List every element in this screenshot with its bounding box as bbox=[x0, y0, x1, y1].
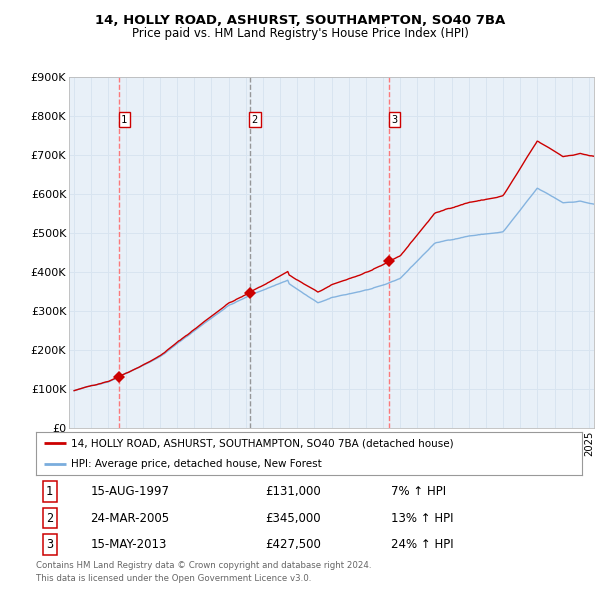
Text: 1: 1 bbox=[121, 114, 127, 124]
Text: 1: 1 bbox=[46, 485, 53, 498]
Text: 2: 2 bbox=[46, 512, 53, 525]
Text: 15-MAY-2013: 15-MAY-2013 bbox=[91, 538, 167, 551]
Text: 3: 3 bbox=[391, 114, 398, 124]
Text: 2: 2 bbox=[251, 114, 258, 124]
Text: This data is licensed under the Open Government Licence v3.0.: This data is licensed under the Open Gov… bbox=[36, 574, 311, 583]
Text: 24% ↑ HPI: 24% ↑ HPI bbox=[391, 538, 454, 551]
Text: £131,000: £131,000 bbox=[265, 485, 321, 498]
Text: Contains HM Land Registry data © Crown copyright and database right 2024.: Contains HM Land Registry data © Crown c… bbox=[36, 561, 371, 570]
Text: Price paid vs. HM Land Registry's House Price Index (HPI): Price paid vs. HM Land Registry's House … bbox=[131, 27, 469, 40]
Text: £427,500: £427,500 bbox=[265, 538, 321, 551]
Text: 7% ↑ HPI: 7% ↑ HPI bbox=[391, 485, 446, 498]
Text: 3: 3 bbox=[46, 538, 53, 551]
Text: 14, HOLLY ROAD, ASHURST, SOUTHAMPTON, SO40 7BA (detached house): 14, HOLLY ROAD, ASHURST, SOUTHAMPTON, SO… bbox=[71, 438, 454, 448]
Text: 13% ↑ HPI: 13% ↑ HPI bbox=[391, 512, 454, 525]
Text: £345,000: £345,000 bbox=[265, 512, 321, 525]
Text: 15-AUG-1997: 15-AUG-1997 bbox=[91, 485, 170, 498]
Text: 14, HOLLY ROAD, ASHURST, SOUTHAMPTON, SO40 7BA: 14, HOLLY ROAD, ASHURST, SOUTHAMPTON, SO… bbox=[95, 14, 505, 27]
Text: HPI: Average price, detached house, New Forest: HPI: Average price, detached house, New … bbox=[71, 460, 322, 469]
Text: 24-MAR-2005: 24-MAR-2005 bbox=[91, 512, 170, 525]
